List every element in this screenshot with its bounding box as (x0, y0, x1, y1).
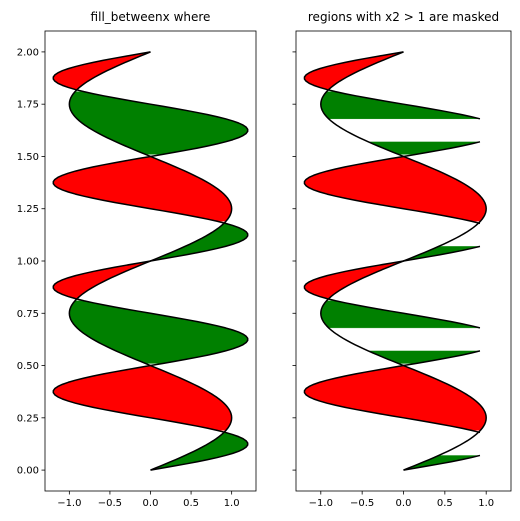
red-fill-region-1-1 (53, 365, 232, 431)
x-tick-label: −0.5 (98, 498, 122, 509)
green-fill-region-0-1 (69, 300, 248, 364)
y-tick-label: 1.00 (17, 257, 39, 268)
x-tick-label: −0.5 (350, 498, 374, 509)
red-fill-region-1-3 (304, 156, 487, 222)
x-tick-label: 0.0 (143, 498, 159, 509)
green-fill-region-0-3 (69, 91, 248, 155)
right-plot-panel: −1.0 −0.5 0.0 0.5 1.0 regions with x2 > 1 are… (292, 10, 512, 509)
plot-area (303, 51, 487, 471)
y-tick-label: 0.00 (17, 466, 39, 477)
x-tick-label: −1.0 (309, 498, 333, 509)
y-tick-label: 1.75 (17, 100, 39, 111)
y-tick-label: 1.50 (17, 152, 39, 163)
y-tick-label: 0.25 (17, 413, 39, 424)
x-tick-label: 0.0 (396, 498, 412, 509)
left-plot-panel: −1.0 −0.5 0.0 0.5 1.0 0.00 0.25 0.50 0.75 1.00 1.2… (17, 10, 257, 509)
y-tick-label: 0.75 (17, 309, 39, 320)
red-fill-region-1-1 (304, 365, 487, 431)
x-tick-label: 1.0 (224, 498, 240, 509)
plot-title: regions with x2 > 1 are masked (308, 10, 499, 24)
red-fill-region-1-3 (53, 156, 232, 222)
green-fill-region-0-7 (320, 91, 480, 119)
x-tick-label: 1.0 (478, 498, 494, 509)
x-tick-label: 0.5 (437, 498, 453, 509)
x-tick-label: −1.0 (57, 498, 81, 509)
y-tick-label: 2.00 (17, 47, 39, 58)
y-tick-label: 1.25 (17, 204, 39, 215)
plot-area (52, 51, 249, 471)
x-tick-label: 0.5 (183, 498, 199, 509)
series-line-2 (303, 51, 481, 471)
plot-title: fill_betweenx where (91, 10, 211, 24)
y-tick-label: 0.50 (17, 361, 39, 372)
series-line-2 (52, 51, 249, 471)
green-fill-region-0-3 (320, 300, 480, 329)
